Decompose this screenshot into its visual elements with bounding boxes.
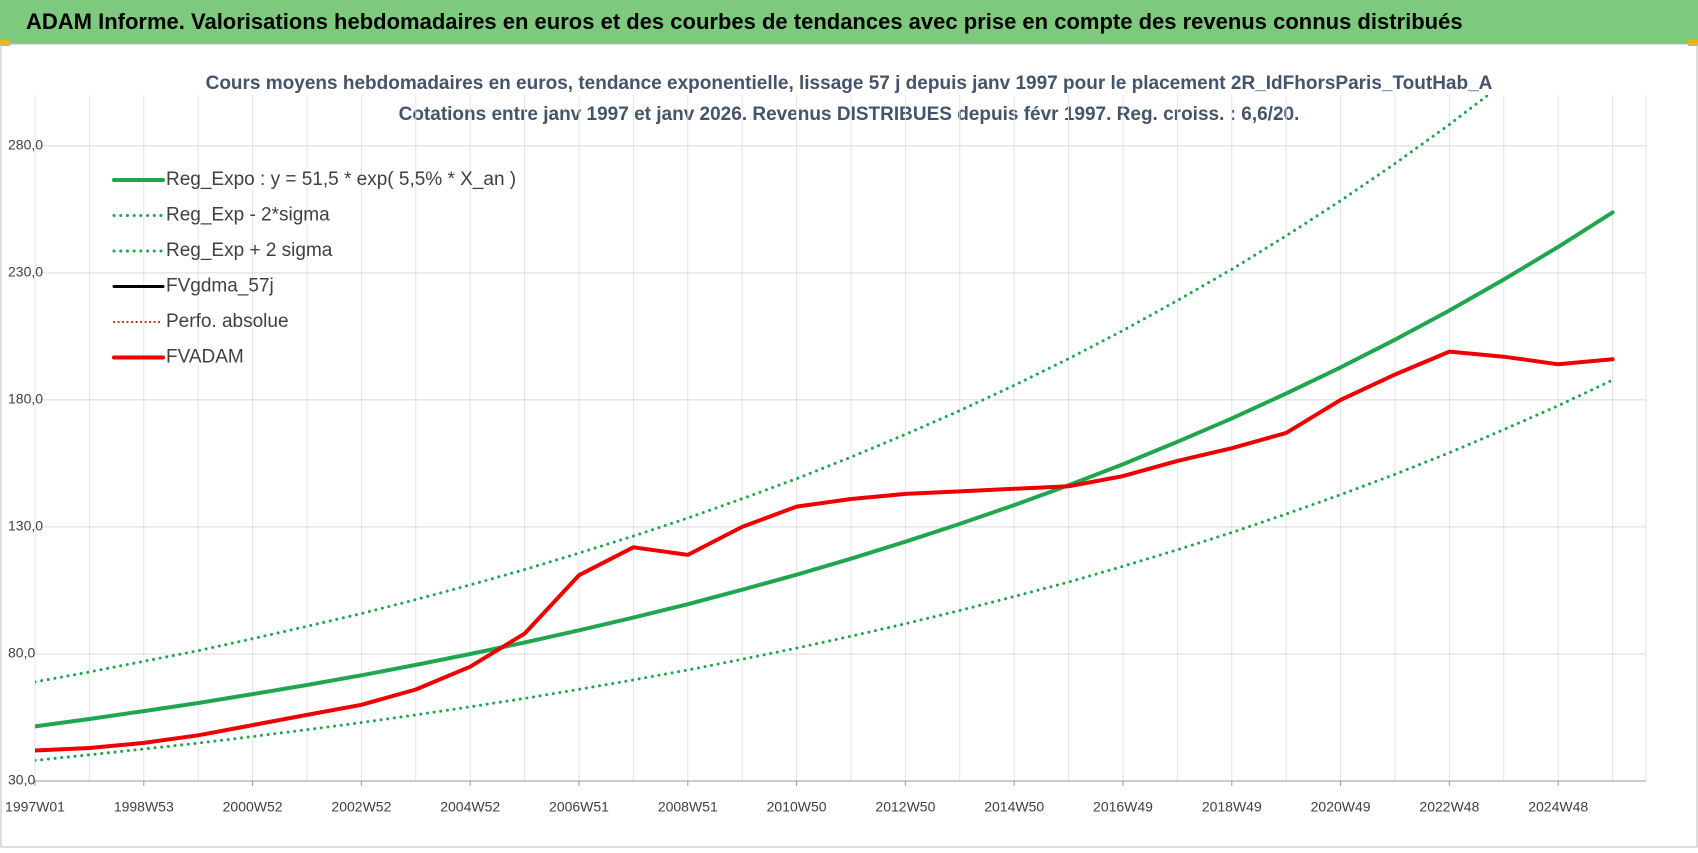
y-tick-label: 180,0 (8, 391, 43, 407)
y-tick-label: 230,0 (8, 264, 43, 280)
x-tick-label: 2010W50 (767, 799, 827, 815)
series-line (35, 378, 1615, 762)
chart-title: Cours moyens hebdomadaires en euros, ten… (206, 73, 1493, 94)
legend-label: Reg_Expo : y = 51,5 * exp( 5,5% * X_an ) (166, 169, 516, 190)
x-tick-label: 2024W48 (1528, 799, 1588, 815)
chart-subtitle: Cotations entre janv 1997 et janv 2026. … (399, 104, 1300, 125)
x-tick-label: 2018W49 (1202, 799, 1262, 815)
series-line (35, 349, 1615, 753)
x-tick-label: 2006W51 (549, 799, 609, 815)
series-line (35, 95, 1491, 684)
x-tick-label: 1997W01 (5, 799, 65, 815)
y-tick-label: 280,0 (8, 137, 43, 153)
y-tick-label: 30,0 (8, 772, 35, 788)
legend-label: FVgdma_57j (166, 276, 274, 297)
legend-label: Perfo. absolue (166, 311, 289, 332)
x-tick-label: 2020W49 (1311, 799, 1371, 815)
corner (0, 40, 10, 46)
corner (1688, 40, 1698, 46)
x-tick-label: 2002W52 (331, 799, 391, 815)
x-tick-label: 1998W53 (114, 799, 174, 815)
page-title: ADAM Informe. Valorisations hebdomadaire… (26, 9, 1463, 34)
plot (35, 95, 1615, 762)
x-tick-label: 2008W51 (658, 799, 718, 815)
x-tick-label: 2014W50 (984, 799, 1044, 815)
series-line (35, 210, 1615, 729)
y-tick-label: 80,0 (8, 645, 35, 661)
legend: Reg_Expo : y = 51,5 * exp( 5,5% * X_an )… (112, 169, 516, 368)
legend-label: Reg_Exp + 2 sigma (166, 240, 333, 261)
chart-frame (0, 43, 1698, 848)
grid: 1997W01 1998W53 2000W52 2002W52 2004W52 2006W… (5, 95, 1647, 815)
x-tick-label: 2022W48 (1419, 799, 1479, 815)
x-tick-label: 2000W52 (223, 799, 283, 815)
y-tick-label: 130,0 (8, 518, 43, 534)
legend-label: Reg_Exp - 2*sigma (166, 205, 330, 226)
x-tick-label: 2012W50 (875, 799, 935, 815)
legend-label: FVADAM (166, 347, 244, 368)
banner (0, 0, 1698, 44)
x-tick-label: 2004W52 (440, 799, 500, 815)
x-tick-label: 2016W49 (1093, 799, 1153, 815)
